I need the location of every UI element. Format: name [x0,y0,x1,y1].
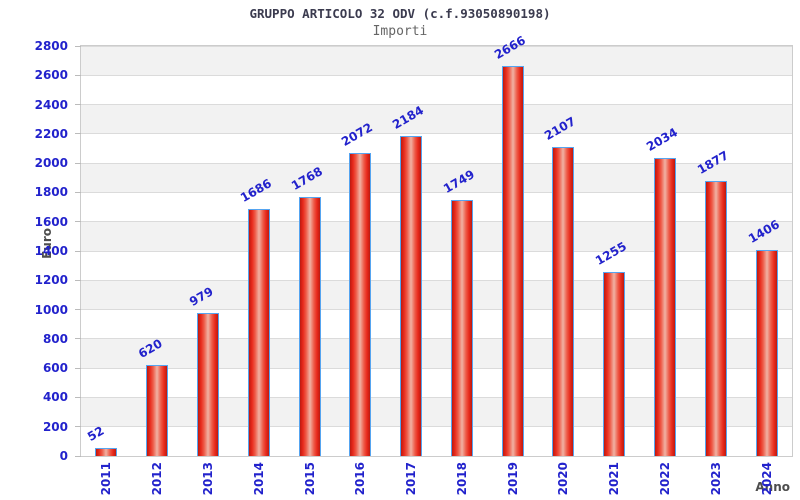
y-tick-mark [75,191,81,193]
y-tick-label: 2200 [34,126,68,141]
y-tick-label: 400 [42,390,68,405]
y-tick-mark [75,104,81,106]
gridline [81,396,792,398]
y-tick-label: 1600 [34,214,68,229]
y-tick-mark [75,74,81,76]
background-band [81,397,792,427]
background-band [81,104,792,134]
y-tick-mark [75,338,81,340]
bar-2021 [603,272,626,456]
y-tick-label: 200 [42,419,68,434]
x-tick-label: 2020 [556,462,571,496]
y-tick-label: 1800 [34,185,68,200]
gridline [81,74,792,76]
x-axis-label: Anno [755,480,790,494]
y-tick-label: 2800 [34,39,68,53]
y-tick-mark [75,367,81,369]
y-tick-label: 600 [42,361,68,376]
gridline [81,426,792,428]
y-tick-mark [75,221,81,223]
bar-2017 [400,136,423,456]
bar-2024 [755,250,778,456]
background-band [81,163,792,193]
plot-area: 52 620 979 1686 1768 2072 2184 1749 2666 2107 1255… [81,33,792,456]
gridline [81,250,792,252]
y-tick-label: 2600 [34,68,68,83]
y-tick-label: 2400 [34,97,68,112]
y-tick-label: 1400 [34,244,68,258]
y-tick-mark [75,396,81,398]
x-tick-label: 2011 [99,462,114,496]
bar-2013 [196,312,219,456]
x-tick-label: 2012 [150,462,165,496]
bar-2018 [450,199,473,456]
x-tick-label: 2015 [302,462,317,496]
y-tick-mark [75,133,81,135]
x-tick-label: 2013 [200,462,215,496]
x-tick-label: 2017 [404,462,419,496]
x-tick-label: 2021 [607,462,622,496]
x-tick-label: 2022 [658,462,673,496]
bar-value-label: 52 [85,423,107,445]
bar-2022 [654,158,677,456]
bar-2014 [247,209,270,456]
gridline [81,309,792,311]
gridline [81,104,792,106]
x-tick-label: 2024 [759,462,774,496]
bar-2023 [704,181,727,456]
x-tick-label: 2016 [353,462,368,496]
background-band [81,338,792,369]
x-tick-label: 2018 [454,462,469,496]
gridline [81,367,792,369]
gridline [81,45,792,47]
y-tick-mark [75,45,81,47]
y-tick-mark [75,162,81,164]
gridline [81,191,792,193]
y-tick-label: 2000 [34,156,68,171]
bar-2011 [95,448,118,456]
y-tick-mark [75,426,81,428]
y-tick-label: 0 [59,449,68,463]
chart-subtitle: Importi [372,24,428,39]
y-tick-mark [75,250,81,252]
x-tick-label: 2023 [708,462,723,496]
y-tick-mark [75,309,81,311]
bar-2012 [146,365,169,456]
background-band [81,46,792,76]
gridline [81,279,792,281]
y-tick-mark [75,279,81,281]
x-tick-label: 2014 [251,462,266,496]
bar-2019 [501,65,524,456]
gridline [81,221,792,223]
background-band [81,221,792,251]
x-tick-label: 2019 [505,462,520,496]
y-tick-mark [75,455,81,457]
bar-2020 [552,147,575,456]
chart-title: GRUPPO ARTICOLO 32 ODV (c.f.93050890198) [249,6,551,21]
bar-2015 [298,197,321,456]
y-tick-label: 800 [42,331,68,346]
gridline [81,338,792,340]
gridline [81,133,792,135]
bar-2016 [349,152,372,456]
gridline [81,162,792,164]
y-tick-label: 1000 [34,302,68,317]
y-tick-label: 1200 [34,273,68,288]
